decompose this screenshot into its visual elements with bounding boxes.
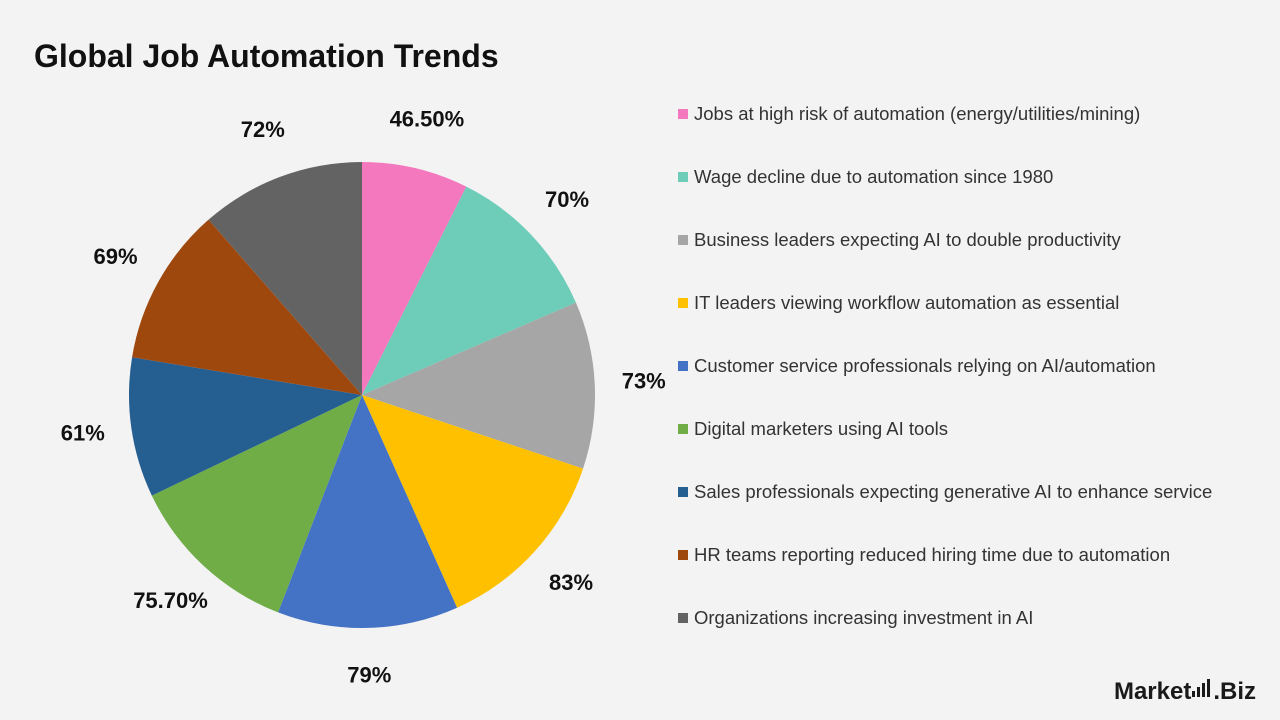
legend-swatch (678, 424, 688, 434)
pie-slice-8 (132, 219, 362, 395)
legend-item: IT leaders viewing workflow automation a… (678, 292, 1238, 314)
brand-text-left: Market (1113, 678, 1192, 705)
data-label-7: 61% (61, 421, 105, 446)
legend-item: Digital marketers using AI tools (678, 418, 1238, 440)
pie-slice-7 (129, 357, 362, 496)
data-label-1: 46.50% (390, 106, 465, 131)
pie-slice-5 (278, 395, 458, 628)
legend-item: Customer service professionals relying o… (678, 355, 1238, 377)
data-label-2: 70% (545, 187, 589, 212)
pie-slice-1 (362, 162, 467, 395)
legend-swatch (678, 550, 688, 560)
legend-item: HR teams reporting reduced hiring time d… (678, 544, 1238, 566)
data-label-8: 69% (93, 244, 137, 269)
legend-swatch (678, 235, 688, 245)
brand-logo: Market .Biz (1114, 678, 1256, 706)
legend-item: Business leaders expecting AI to double … (678, 229, 1238, 251)
chart-title: Global Job Automation Trends (34, 38, 499, 74)
pie-slice-2 (362, 186, 576, 395)
legend-swatch (678, 613, 688, 623)
legend-swatch (678, 298, 688, 308)
brand-bars-icon (1192, 679, 1212, 697)
legend-item: Jobs at high risk of automation (energy/… (678, 103, 1238, 125)
legend-label: Business leaders expecting AI to double … (694, 229, 1121, 250)
pie-slice-6 (151, 395, 362, 613)
legend-label: Customer service professionals relying o… (694, 355, 1156, 376)
legend-label: Jobs at high risk of automation (energy/… (694, 103, 1141, 124)
legend-item: Wage decline due to automation since 198… (678, 166, 1238, 188)
data-label-3: 73% (622, 369, 666, 394)
legend-swatch (678, 361, 688, 371)
pie-chart: 46.50% 70% 73% 83% 79% 75.70% 61% 69% 72% (61, 106, 666, 688)
pie-slice-9 (208, 162, 362, 395)
data-label-9: 72% (241, 117, 285, 142)
brand-text-right: .Biz (1213, 678, 1256, 705)
pie-slice-3 (362, 302, 595, 469)
legend-label: IT leaders viewing workflow automation a… (694, 292, 1120, 313)
legend-label: Wage decline due to automation since 198… (694, 166, 1054, 187)
legend-item: Organizations increasing investment in A… (678, 607, 1238, 629)
data-label-4: 83% (549, 570, 593, 595)
legend-item: Sales professionals expecting generative… (678, 481, 1238, 503)
data-label-6: 75.70% (133, 588, 208, 613)
legend-swatch (678, 172, 688, 182)
legend-swatch (678, 109, 688, 119)
legend-label: Sales professionals expecting generative… (694, 481, 1213, 502)
legend-label: Organizations increasing investment in A… (694, 607, 1034, 628)
legend-swatch (678, 487, 688, 497)
legend-label: HR teams reporting reduced hiring time d… (694, 544, 1171, 565)
pie-slice-4 (362, 395, 584, 608)
legend-label: Digital marketers using AI tools (694, 418, 948, 439)
data-label-5: 79% (347, 663, 391, 688)
